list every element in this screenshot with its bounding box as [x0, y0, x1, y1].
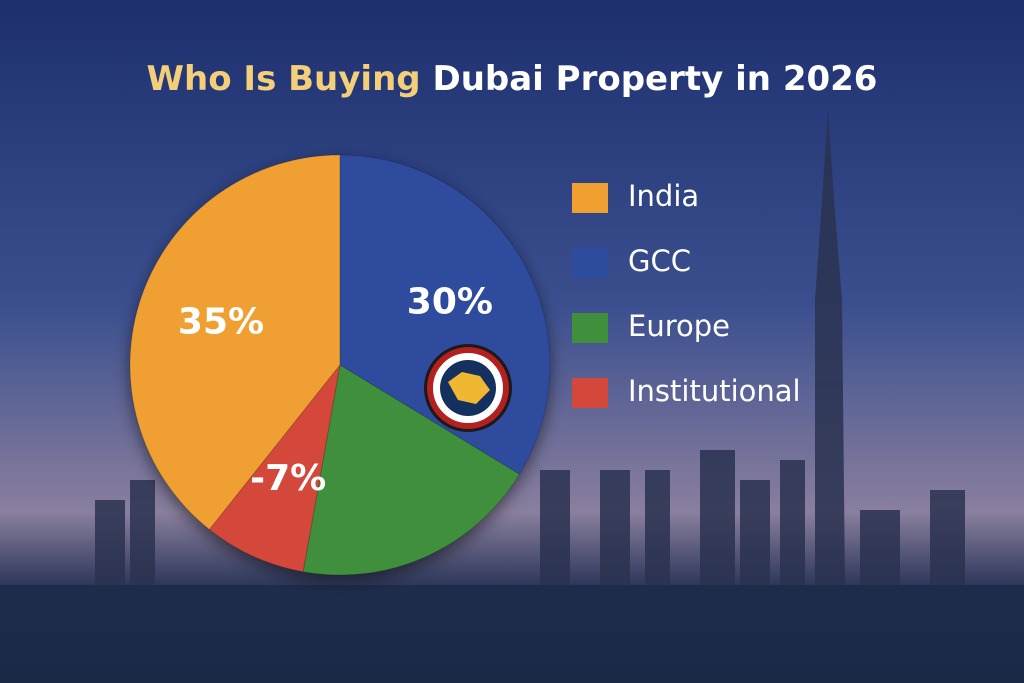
pie-slice: [129, 154, 341, 531]
emblem: [424, 344, 512, 432]
title-rest: Dubai Property in 2026: [432, 59, 877, 99]
water: [0, 585, 1024, 683]
data-label: 35%: [178, 302, 264, 343]
skyline: [95, 110, 965, 585]
data-label: -7%: [250, 458, 326, 499]
legend-label: India: [628, 179, 699, 213]
legend-swatch: [572, 378, 608, 408]
data-label: 30%: [407, 281, 493, 322]
legend-label: GCC: [628, 244, 691, 278]
labels: 35% 30% -7%: [178, 281, 493, 499]
pie-slice: [208, 364, 341, 573]
legend-swatch: [572, 183, 608, 213]
legend-label: Institutional: [628, 374, 801, 408]
legend-swatch: [572, 313, 608, 343]
legend-label: Europe: [628, 309, 730, 343]
legend: India GCC Europe Institutional: [572, 179, 801, 408]
title-highlight: Who Is Buying: [147, 59, 421, 99]
legend-swatch: [572, 248, 608, 278]
pie-slice: [302, 364, 521, 576]
chart-title: Who Is Buying Dubai Property in 2026: [147, 59, 878, 99]
